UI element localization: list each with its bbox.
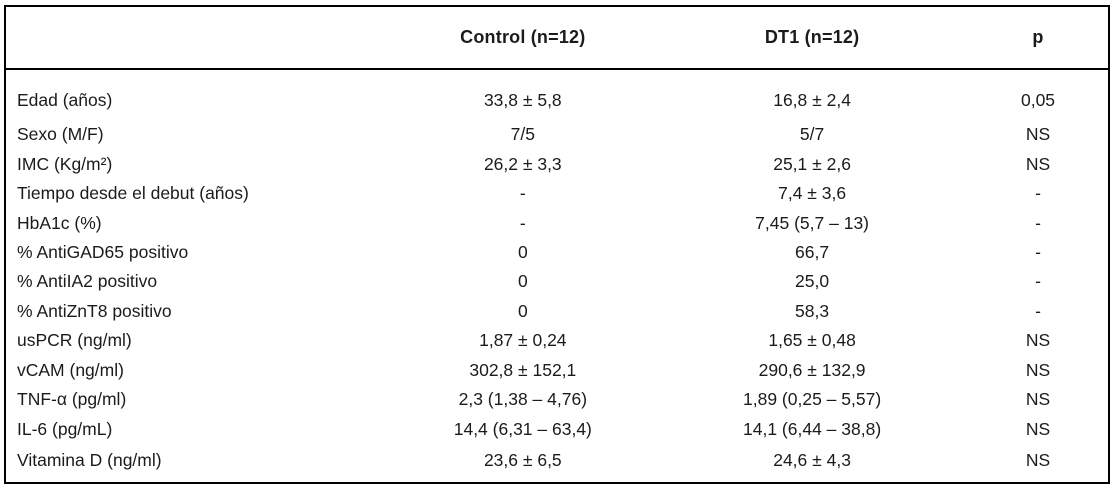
table-row: % AntiZnT8 positivo 0 58,3 - — [6, 297, 1108, 326]
table-row: Tiempo desde el debut (años) - 7,4 ± 3,6… — [6, 179, 1108, 208]
table-row: % AntiGAD65 positivo 0 66,7 - — [6, 238, 1108, 267]
control-value: - — [519, 212, 526, 233]
control-value: 26,2 ± 3,3 — [483, 153, 562, 174]
table-row: Vitamina D (ng/ml) 23,6 ± 6,5 24,6 ± 4,3… — [6, 444, 1108, 482]
dt1-value: 1,65 ± 0,48 — [768, 330, 856, 351]
row-label: % AntiZnT8 positivo — [17, 300, 172, 321]
header-p-value: p — [968, 7, 1108, 70]
header-empty — [6, 7, 390, 70]
control-value: 23,6 ± 6,5 — [483, 449, 562, 470]
control-value: 1,87 ± 0,24 — [479, 330, 567, 351]
p-value: - — [1035, 183, 1041, 204]
dt1-value: 7,4 ± 3,6 — [778, 183, 847, 204]
table-row: Edad (años) 33,8 ± 5,8 16,8 ± 2,4 0,05 — [6, 69, 1108, 120]
row-label: % AntiGAD65 positivo — [17, 242, 189, 263]
header-dt1-group: DT1 (n=12) — [656, 7, 969, 70]
header-row: Control (n=12) DT1 (n=12) p — [6, 7, 1108, 70]
table-border-frame: Control (n=12) DT1 (n=12) p Edad (años) … — [4, 5, 1110, 484]
row-label: Vitamina D (ng/ml) — [17, 449, 162, 470]
row-label: vCAM (ng/ml) — [17, 359, 124, 380]
table-header: Control (n=12) DT1 (n=12) p — [6, 7, 1108, 70]
table-row: HbA1c (%) - 7,45 (5,7 – 13) - — [6, 209, 1108, 238]
table-row: TNF-α (pg/ml) 2,3 (1,38 – 4,76) 1,89 (0,… — [6, 385, 1108, 414]
control-value: 2,3 (1,38 – 4,76) — [458, 389, 588, 410]
row-label: IMC (Kg/m²) — [17, 153, 113, 174]
row-label: Edad (años) — [17, 90, 113, 111]
dt1-value: 25,1 ± 2,6 — [773, 153, 851, 174]
dt1-value: 16,8 ± 2,4 — [773, 90, 851, 111]
control-value: 0 — [517, 242, 528, 263]
p-value: NS — [1025, 389, 1051, 410]
p-value: 0,05 — [1020, 90, 1056, 111]
control-value: 0 — [517, 300, 528, 321]
dt1-value: 66,7 — [795, 242, 830, 263]
row-label: % AntiIA2 positivo — [17, 271, 158, 292]
table-row: IMC (Kg/m²) 26,2 ± 3,3 25,1 ± 2,6 NS — [6, 150, 1108, 179]
dt1-value: 1,89 (0,25 – 5,57) — [743, 389, 882, 410]
row-label: IL-6 (pg/mL) — [17, 418, 113, 439]
p-value: NS — [1025, 449, 1051, 470]
dt1-value: 5/7 — [799, 124, 825, 145]
control-value: 33,8 ± 5,8 — [483, 90, 562, 111]
dt1-value: 14,1 (6,44 – 38,8) — [743, 418, 882, 439]
table-row: % AntiIA2 positivo 0 25,0 - — [6, 267, 1108, 296]
p-value: NS — [1025, 124, 1051, 145]
control-value: 302,8 ± 152,1 — [469, 359, 577, 380]
row-label: TNF-α (pg/ml) — [17, 389, 127, 410]
table-row: Sexo (M/F) 7/5 5/7 NS — [6, 120, 1108, 149]
row-label: usPCR (ng/ml) — [17, 330, 132, 351]
dt1-value: 25,0 — [795, 271, 830, 292]
control-value: 0 — [517, 271, 528, 292]
clinical-characteristics-table: Control (n=12) DT1 (n=12) p Edad (años) … — [6, 7, 1108, 482]
dt1-value: 7,45 (5,7 – 13) — [755, 212, 869, 233]
p-value: NS — [1025, 418, 1051, 439]
p-value: - — [1035, 242, 1041, 263]
table-body: Edad (años) 33,8 ± 5,8 16,8 ± 2,4 0,05 S… — [6, 69, 1108, 482]
control-value: 14,4 (6,31 – 63,4) — [453, 418, 592, 439]
dt1-value: 290,6 ± 132,9 — [758, 359, 866, 380]
p-value: - — [1035, 212, 1041, 233]
row-label: HbA1c (%) — [17, 212, 102, 233]
row-label: Tiempo desde el debut (años) — [17, 183, 249, 204]
table-row: IL-6 (pg/mL) 14,4 (6,31 – 63,4) 14,1 (6,… — [6, 415, 1108, 444]
p-value: - — [1035, 271, 1041, 292]
header-control-group: Control (n=12) — [389, 7, 657, 70]
control-value: 7/5 — [510, 124, 535, 145]
dt1-value: 24,6 ± 4,3 — [773, 449, 851, 470]
p-value: NS — [1025, 359, 1051, 380]
table-row: usPCR (ng/ml) 1,87 ± 0,24 1,65 ± 0,48 NS — [6, 326, 1108, 355]
table-row: vCAM (ng/ml) 302,8 ± 152,1 290,6 ± 132,9… — [6, 356, 1108, 385]
p-value: NS — [1025, 153, 1051, 174]
p-value: - — [1035, 300, 1041, 321]
dt1-value: 58,3 — [795, 300, 830, 321]
p-value: NS — [1025, 330, 1051, 351]
control-value: - — [519, 183, 526, 204]
row-label: Sexo (M/F) — [17, 124, 104, 145]
